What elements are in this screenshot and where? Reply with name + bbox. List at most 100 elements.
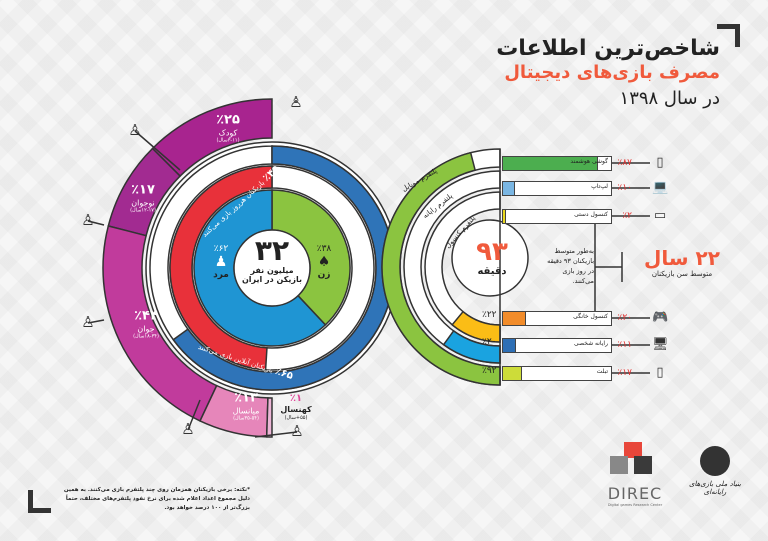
average-age-label: متوسط سن بازیکنان — [651, 270, 713, 278]
title-line-2: مصرف بازی‌های دیجیتال — [504, 62, 720, 83]
age-label-teen: ٪۱۷ نوجوان (۱۲-۱۷سال) — [130, 182, 156, 213]
man-icon: ♟ — [214, 254, 228, 270]
male-label: مرد — [213, 270, 229, 280]
leader-line — [187, 399, 201, 431]
age-name: نوجوان — [131, 198, 155, 207]
device-label: رایانه شخصی — [574, 340, 608, 347]
age-segment — [102, 225, 218, 422]
age-range: (۱۸-۳۴سال) — [133, 333, 159, 340]
device-bar: رایانه شخصی — [502, 338, 612, 353]
age-label-old: ٪۱ کهنسال (۵۵+سال) — [280, 393, 311, 421]
platform-segment — [381, 151, 501, 386]
title-line-3: در سال ۱۳۹۸ — [619, 88, 720, 109]
direc-logo: DIREC Digital games Research Center — [604, 440, 666, 507]
foundation-logo: بنیاد ملی بازی‌های رایانه‌ای — [680, 440, 750, 496]
person-icon: ♙ — [181, 420, 194, 438]
platform-segment — [442, 329, 501, 364]
age-name: جوان — [137, 324, 155, 333]
device-label: گوشی هوشمند — [570, 158, 608, 165]
device-bar-fill — [503, 182, 515, 195]
leader-line — [134, 130, 181, 171]
age-range: (۳۵-۵۴سال) — [233, 415, 259, 422]
platform-percent-computer: ٪۲۰ — [482, 337, 497, 347]
average-age: ۲۲ سال متوسط سن بازیکنان — [622, 246, 742, 278]
age-segment — [151, 98, 273, 178]
desktop-icon: 🖥 — [652, 337, 669, 352]
leader-line — [254, 431, 298, 438]
daily-segment — [169, 165, 273, 371]
device-label: کنسول خانگی — [573, 313, 608, 320]
device-percent: ٪۸۷ — [617, 158, 632, 168]
play-time-value: ۹۳ — [476, 237, 508, 267]
device-bar-fill — [503, 367, 523, 380]
platform-percent-console: ٪۲۲ — [482, 310, 497, 320]
age-name: کهنسال — [280, 405, 312, 415]
total-players-desc: بازیکن در ایران — [241, 275, 303, 284]
footnote: *نکته: برخی بازیکنان همزمان روی چند پلتف… — [63, 487, 250, 511]
male-percent: ٪۶۲ — [213, 244, 229, 254]
device-percent: ٪۲۰ — [617, 313, 632, 323]
age-segment — [265, 397, 273, 438]
device-percent: ٪۱۰ — [617, 183, 632, 193]
device-bar: لپ‌تاپ — [502, 181, 612, 196]
age-name: میانسال — [232, 406, 260, 415]
leader-line — [87, 319, 105, 324]
person-icon: ♙ — [289, 93, 302, 111]
title-line-1: شاخص‌ترین اطلاعات — [496, 36, 720, 61]
tablet-icon: ▯ — [656, 365, 664, 380]
age-range: (۵۵+سال) — [284, 414, 308, 421]
gamepad-icon: 🎮 — [652, 310, 669, 325]
age-label-young: ٪۴۴ جوان (۱۸-۳۴سال) — [133, 308, 159, 339]
male-segment-label: ٪۶۲ ♟ مرد — [206, 244, 236, 280]
total-players: ۳۲ میلیون نفر بازیکن در ایران — [232, 234, 312, 285]
device-label: لپ‌تاپ — [591, 183, 608, 190]
play-time-circle — [451, 219, 529, 297]
age-segment — [107, 147, 182, 237]
total-players-value: ۳۲ — [254, 234, 290, 267]
age-range: (۳-۱۱سال) — [216, 137, 240, 144]
center-circle — [233, 229, 311, 307]
direc-logo-subtext: Digital games Research Center — [607, 503, 663, 507]
platform-percent-mobile: ٪۹۲ — [482, 366, 497, 376]
device-bar: کنسول خانگی — [502, 311, 612, 326]
age-percent: ٪۱ — [289, 393, 303, 405]
device-label: کنسول دستی — [574, 211, 608, 218]
age-percent: ٪۱۷ — [131, 182, 155, 198]
corner-decoration-top-right — [717, 24, 740, 47]
puzzle-logo-icon — [610, 442, 652, 474]
average-age-value: ۲۲ سال — [644, 246, 720, 270]
leader-line — [87, 220, 105, 226]
device-bar-fill — [503, 157, 598, 170]
platform-segment — [451, 310, 501, 343]
woman-icon: ♠ — [317, 254, 331, 270]
female-label: زن — [317, 270, 331, 280]
handheld-console-icon: ▭ — [653, 208, 667, 223]
play-time-description: به‌طور متوسط بازیکنان ۹۳ دقیقه در روز با… — [547, 247, 594, 285]
person-icon: ♙ — [290, 422, 303, 440]
person-icon: ♙ — [128, 121, 141, 139]
device-bar-fill — [503, 210, 507, 223]
age-name: کودک — [218, 128, 238, 137]
device-percent: ٪۱۷ — [617, 368, 632, 378]
person-icon: ♙ — [81, 313, 94, 331]
laptop-icon: 💻 — [652, 180, 669, 195]
smartphone-icon: ▯ — [656, 155, 664, 170]
female-segment-label: ٪۳۸ ♠ زن — [309, 244, 339, 280]
device-bar: گوشی هوشمند — [502, 156, 612, 171]
total-players-unit: میلیون نفر — [250, 266, 294, 275]
corner-decoration-bottom-left — [28, 490, 51, 513]
age-percent: ٪۴۴ — [134, 308, 158, 324]
age-label-middle: ٪۱۳ میانسال (۳۵-۵۴سال) — [233, 390, 260, 421]
age-label-kid: ٪۲۵ کودک (۳-۱۱سال) — [216, 112, 240, 143]
direc-logo-text: DIREC — [607, 484, 663, 503]
device-bar: کنسول دستی — [502, 209, 612, 224]
female-percent: ٪۳۸ — [316, 244, 332, 254]
play-time: ۹۳ دقیقه — [462, 238, 522, 277]
device-percent: ٪۲ — [622, 211, 632, 221]
age-percent: ٪۱۳ — [234, 390, 258, 406]
age-range: (۱۲-۱۷سال) — [130, 207, 156, 214]
person-icon: ♙ — [81, 211, 94, 229]
foundation-logo-text: بنیاد ملی بازی‌های رایانه‌ای — [688, 480, 742, 496]
device-bar-fill — [503, 339, 516, 352]
